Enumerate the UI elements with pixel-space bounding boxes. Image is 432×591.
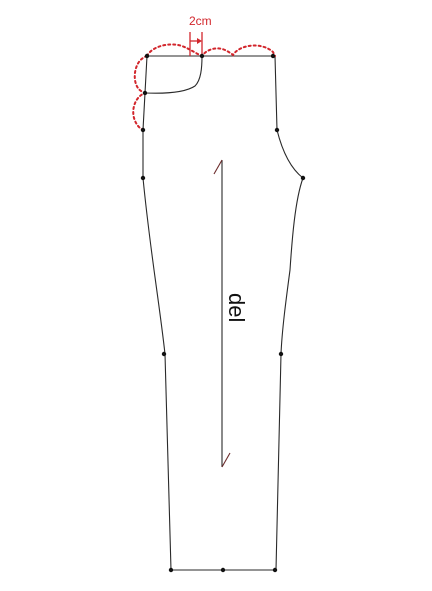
dimension-marker: 2cm	[189, 14, 212, 56]
point-hem-right	[272, 567, 278, 573]
construction-points	[140, 53, 306, 573]
pocket-opening-curve	[144, 55, 203, 94]
point-crotch-point	[300, 175, 306, 181]
dimension-arrowhead	[197, 38, 202, 44]
point-seat-left	[140, 175, 146, 181]
point-waist-right	[270, 53, 276, 59]
grain-line: del	[213, 159, 249, 468]
dimension-label: 2cm	[189, 14, 212, 28]
point-crotch-start	[274, 127, 280, 133]
grain-line-top-tip	[213, 159, 223, 175]
point-pocket-side	[142, 90, 148, 96]
grain-label: del	[224, 293, 249, 322]
point-knee-right	[278, 351, 284, 357]
point-pocket-top	[199, 53, 205, 59]
point-hem-left	[168, 567, 174, 573]
grain-line-bottom-tip	[221, 452, 231, 468]
point-hem-center	[220, 567, 226, 573]
point-knee-left	[161, 351, 167, 357]
point-waist-left	[144, 53, 150, 59]
pattern-outline	[142, 55, 304, 571]
side-adjustment-curve	[132, 55, 148, 131]
point-hip-left	[140, 127, 146, 133]
waistband-adjustment-curve	[146, 43, 276, 58]
